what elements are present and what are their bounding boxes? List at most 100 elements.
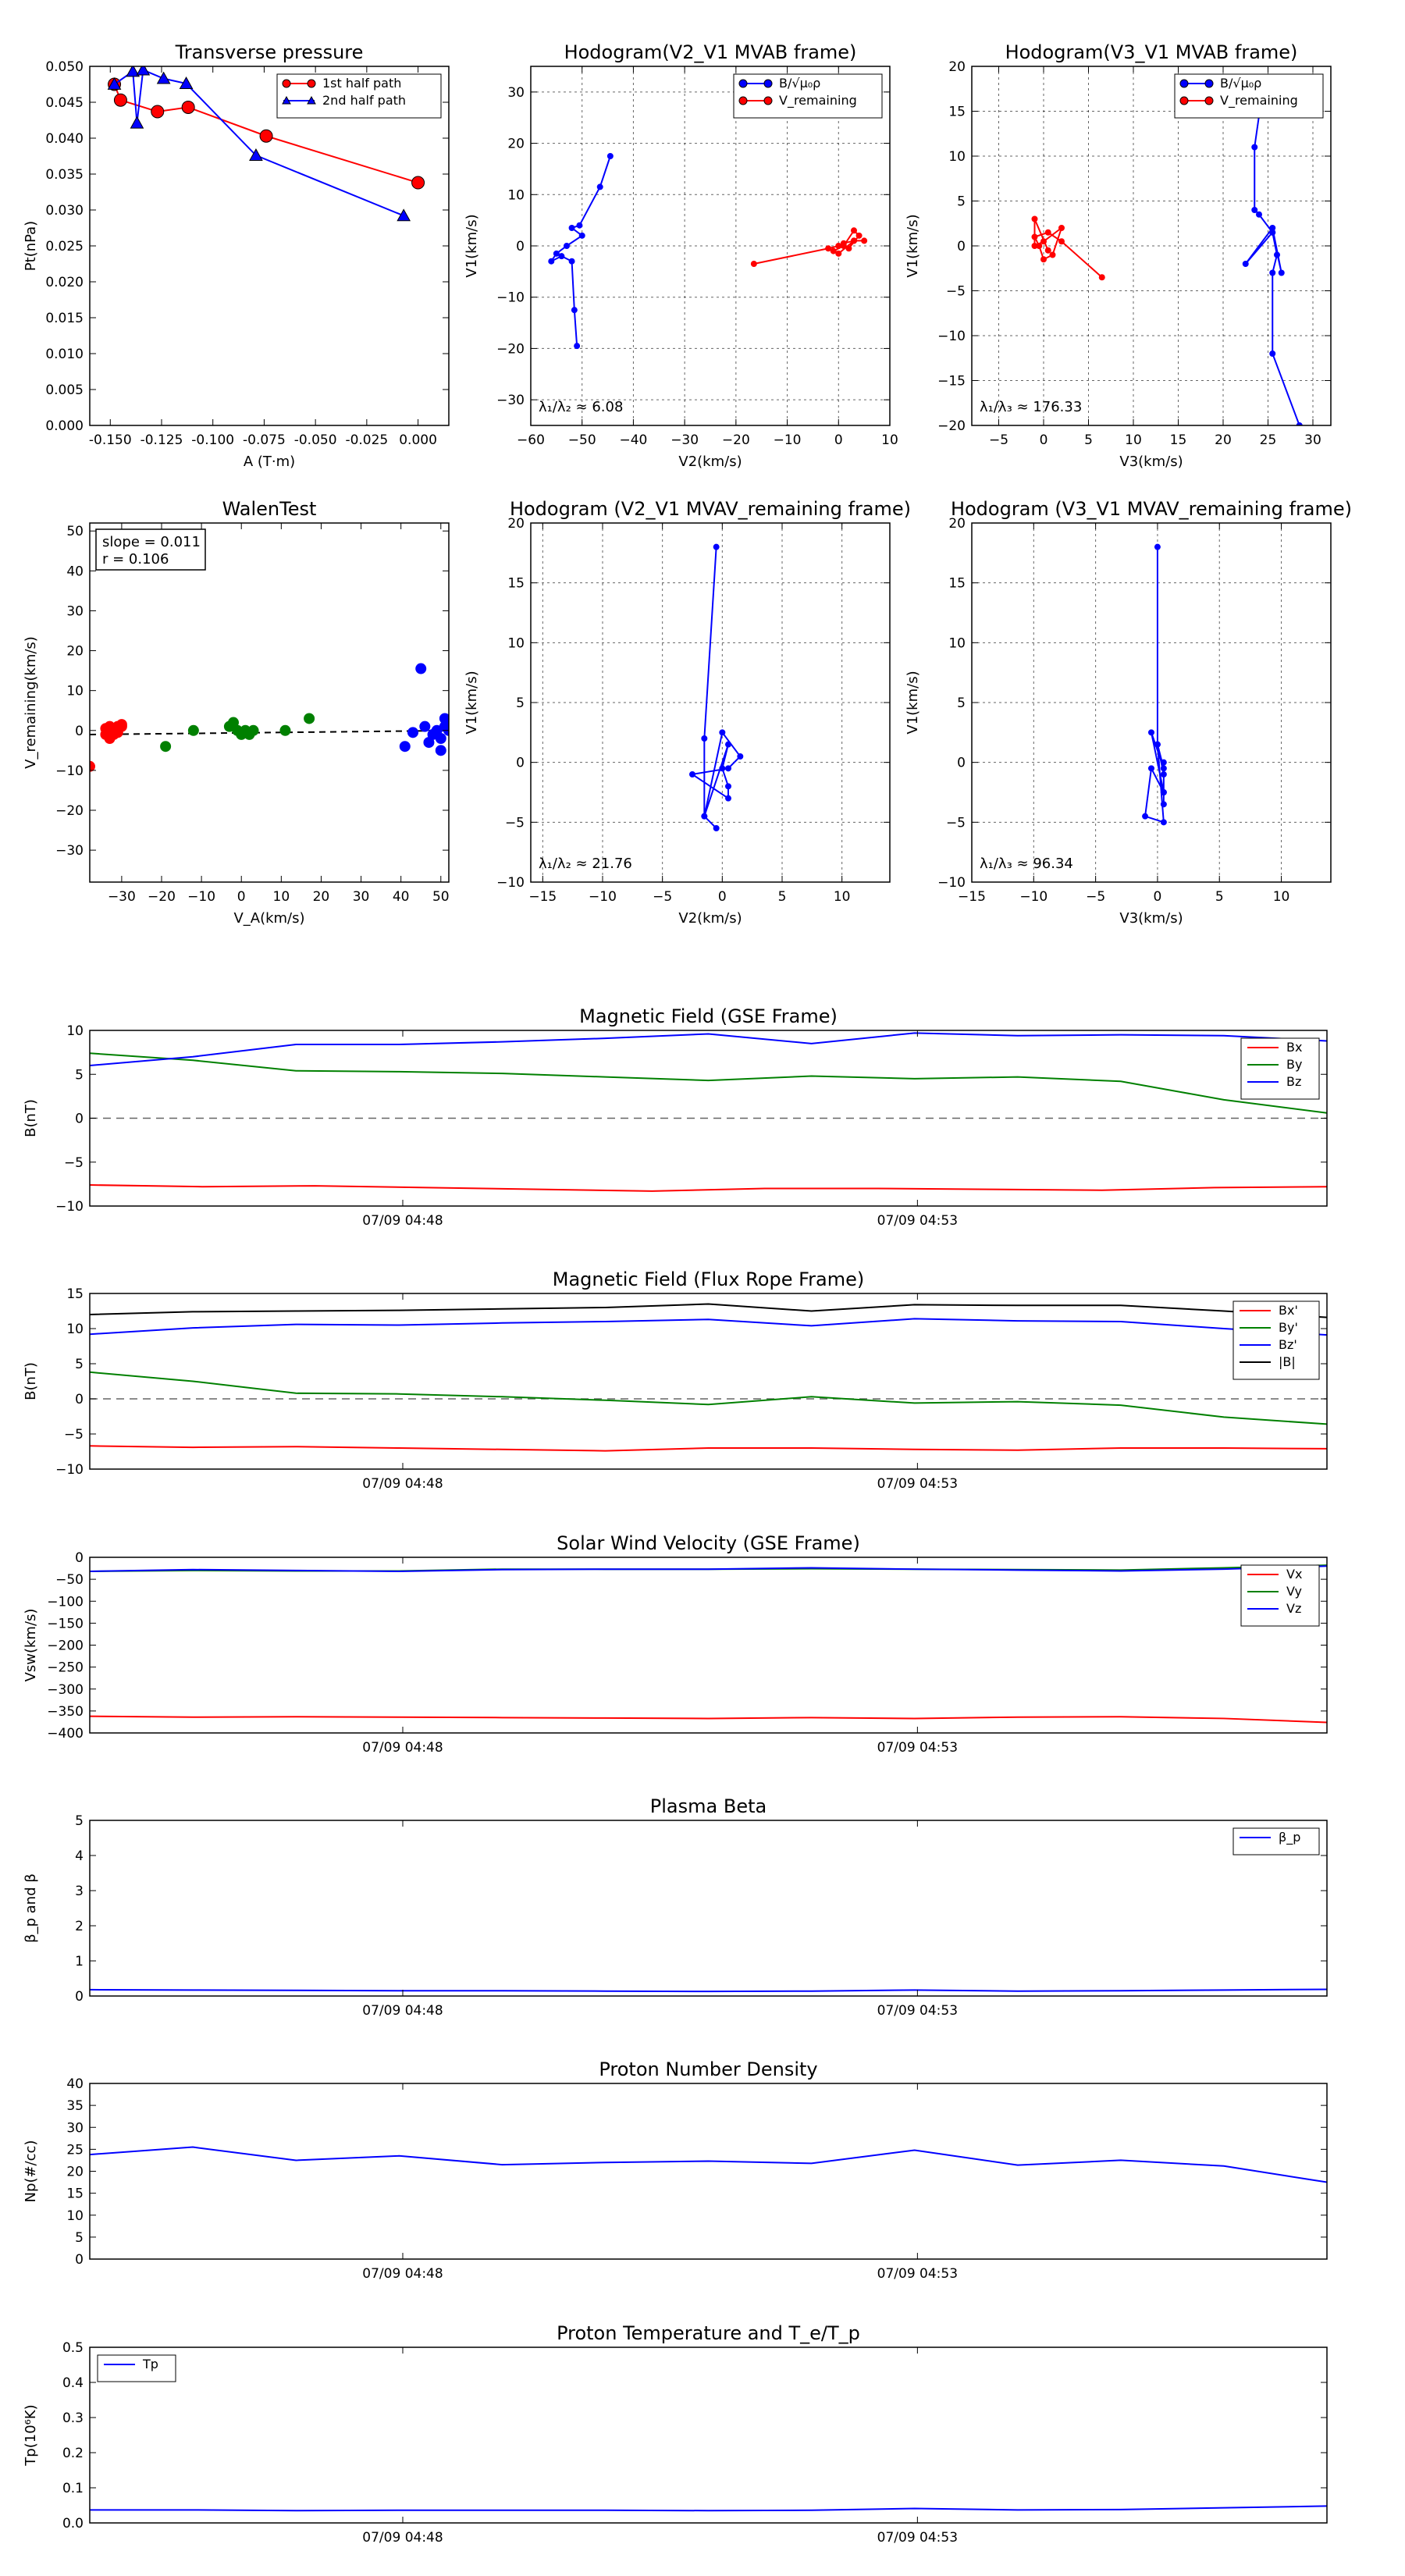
data-point — [415, 663, 427, 674]
data-point — [564, 243, 570, 249]
hodo3-ytick-label: 20 — [507, 516, 525, 532]
pt-ylabel: Pt(nPa) — [23, 221, 39, 271]
hodo2-ratio-annotation: λ₁/λ₃ ≈ 176.33 — [980, 399, 1082, 415]
legend-marker — [1179, 79, 1189, 88]
pt-xtick-label: -0.100 — [191, 432, 234, 448]
hodo1-ratio-annotation: λ₁/λ₂ ≈ 6.08 — [539, 399, 623, 415]
pt-ytick-label: 0.010 — [45, 347, 84, 362]
pt-ytick-label: 0.025 — [45, 239, 84, 254]
data-point — [1269, 269, 1276, 276]
data-point — [725, 741, 731, 748]
legend-label: By — [1286, 1057, 1302, 1072]
hodo4-title: Hodogram (V3_V1 MVAV_remaining frame) — [951, 498, 1352, 520]
data-point — [1269, 350, 1276, 357]
legend-marker — [763, 79, 773, 88]
hodo1-xtick-label: 10 — [881, 432, 898, 448]
hodo2-plot-area — [1031, 81, 1303, 425]
tp-ytick-label: 0.3 — [62, 2411, 84, 2426]
data-point — [1040, 238, 1047, 245]
legend-label: Bz — [1286, 1074, 1301, 1089]
legend-marker — [763, 96, 773, 105]
data-point — [835, 250, 842, 257]
series-line — [90, 1445, 1327, 1452]
data-point — [259, 129, 273, 143]
hodo1-plot-area — [548, 153, 868, 350]
fit-line — [90, 729, 449, 735]
data-point — [1242, 261, 1249, 267]
legend-label: By' — [1279, 1320, 1298, 1335]
walen-xtick-label: 20 — [313, 889, 330, 905]
bgse-xtick-label: 07/09 04:48 — [362, 1213, 443, 1229]
data-point — [407, 727, 418, 738]
hodo2-ytick-label: 20 — [948, 59, 966, 75]
pt-xtick-label: -0.150 — [89, 432, 132, 448]
beta-title: Plasma Beta — [650, 1795, 767, 1817]
data-point — [279, 724, 291, 736]
np-xtick-label: 07/09 04:53 — [877, 2266, 958, 2282]
data-point — [568, 225, 575, 231]
hodo4-ytick-label: −5 — [946, 815, 966, 831]
vsw-xtick-label: 07/09 04:53 — [877, 1740, 958, 1756]
bfr-ylabel: B(nT) — [23, 1362, 39, 1400]
data-point — [107, 76, 122, 90]
walen-ytick-label: 40 — [66, 564, 84, 579]
legend-label: B/√μ₀ρ — [779, 76, 820, 91]
hodo4-plot-area — [1142, 543, 1167, 826]
data-point — [247, 724, 259, 736]
data-point — [419, 720, 431, 732]
hodo3-title: Hodogram (V2_V1 MVAV_remaining frame) — [510, 498, 911, 520]
bgse-chart: Magnetic Field (GSE Frame) −10 −5 0 5 10 07/09… — [23, 1005, 1328, 1229]
series-line — [90, 2146, 1327, 2183]
data-point — [1031, 233, 1038, 240]
walen-title: WalenTest — [222, 498, 317, 520]
walen-chart: WalenTest −30 −20 −10 0 10 20 30 40 50 −30 −20 −10 0 1… — [23, 498, 450, 927]
data-point — [737, 753, 744, 760]
data-point — [116, 719, 127, 731]
tp-plot-area — [90, 2505, 1327, 2512]
tp-chart: Proton Temperature and T_e/T_p 0.0 0.1 0.2 0… — [23, 2322, 1328, 2546]
data-point — [136, 66, 151, 76]
data-point — [435, 733, 446, 744]
walen-ytick-label: −30 — [55, 843, 84, 859]
series-line — [90, 1303, 1327, 1318]
data-point — [1049, 251, 1056, 258]
hodo4-xtick-label: −15 — [958, 889, 986, 905]
hodo1-xtick-label: 0 — [834, 432, 843, 448]
np-xtick-label: 07/09 04:48 — [362, 2266, 443, 2282]
hodo2-xtick-label: 15 — [1170, 432, 1187, 448]
hodo1-xtick-label: −30 — [670, 432, 699, 448]
series-line — [90, 1184, 1327, 1192]
hodo3-ytick-label: −5 — [505, 815, 525, 831]
pt-xtick-label: -0.125 — [140, 432, 183, 448]
pt-ytick-label: 0.000 — [45, 418, 84, 434]
vsw-ytick-label: −300 — [47, 1682, 84, 1698]
bgse-ytick-label: −10 — [55, 1199, 84, 1215]
data-point — [439, 713, 449, 724]
bgse-plot-area — [90, 1032, 1327, 1192]
hodo2-xtick-label: 20 — [1215, 432, 1232, 448]
series-line — [90, 1371, 1327, 1425]
plot-frame — [89, 1820, 1328, 1997]
series-line-0 — [1244, 84, 1300, 425]
data-point — [845, 245, 852, 252]
legend-label: Bz' — [1279, 1337, 1297, 1352]
walen-ytick-label: 50 — [66, 524, 84, 539]
data-point — [1098, 274, 1105, 281]
bgse-ytick-label: −5 — [64, 1155, 84, 1171]
np-ytick-label: 5 — [75, 2230, 84, 2246]
pt-xtick-label: -0.025 — [345, 432, 388, 448]
bfr-ytick-label: 15 — [66, 1286, 84, 1302]
beta-chart: Plasma Beta 0 1 2 3 4 5 07/09 04:48 07/09 04:53 β… — [23, 1795, 1328, 2019]
hodo1-xtick-label: −60 — [517, 432, 545, 448]
pt-plot-area — [107, 66, 425, 222]
pt-xlabel: A (T·m) — [244, 454, 295, 470]
data-point — [725, 783, 731, 790]
beta-ylabel: β_p and β — [23, 1873, 39, 1943]
plot-frame — [89, 1293, 1328, 1470]
series-line-0 — [549, 155, 611, 347]
hodo1-xtick-label: −20 — [722, 432, 750, 448]
hodo1-ylabel: V1(km/s) — [464, 214, 480, 277]
vsw-ytick-label: −250 — [47, 1660, 84, 1676]
beta-xtick-label: 07/09 04:48 — [362, 2003, 443, 2019]
